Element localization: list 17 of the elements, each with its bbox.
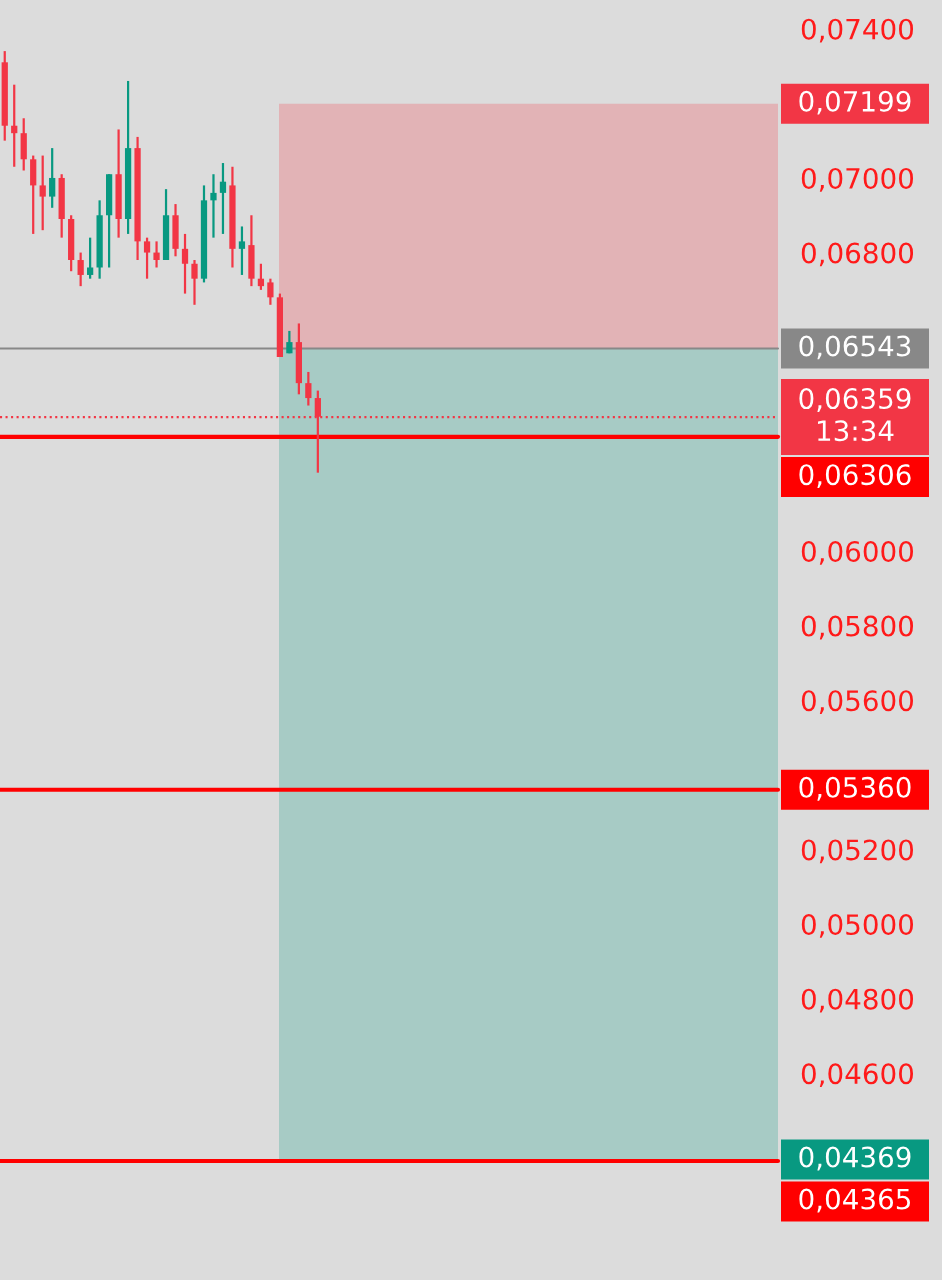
- y-tick-label: 0,07400: [801, 18, 914, 43]
- band-label: 0,04369: [799, 1146, 911, 1171]
- y-tick-label: 0,07000: [801, 167, 914, 192]
- ref-line-label: 0,06359 13:34: [799, 388, 911, 442]
- ref-line-label: 0,05360: [799, 776, 911, 801]
- y-tick-label: 0,04800: [801, 988, 914, 1013]
- ref-line-label: 0,04365: [799, 1188, 911, 1213]
- y-tick-label: 0,05200: [801, 839, 914, 864]
- y-tick-label: 0,05800: [801, 615, 914, 640]
- y-tick-label: 0,05000: [801, 914, 914, 938]
- y-tick-label: 0,06800: [801, 242, 914, 267]
- ref-line-label: 0,06543: [799, 335, 911, 360]
- y-tick-label: 0,05600: [801, 690, 914, 715]
- y-tick-label: 0,06000: [801, 540, 914, 565]
- y-tick-label: 0,04600: [801, 1063, 914, 1088]
- band-label: 0,07199: [799, 90, 911, 115]
- ref-line-label: 0,06306: [799, 464, 911, 488]
